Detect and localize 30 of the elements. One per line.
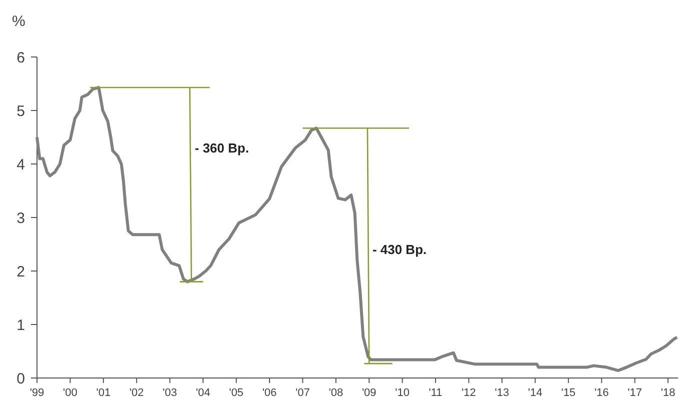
y-axis-title: %: [12, 13, 26, 30]
x-tick-label: '05: [229, 387, 244, 399]
annotation: - 430 Bp.: [372, 242, 427, 258]
x-tick-label: '11: [428, 387, 442, 399]
y-tick-label: 1: [16, 316, 25, 334]
y-tick-label: 5: [16, 102, 25, 120]
x-tick-label: '14: [528, 387, 542, 399]
x-tick-label: '01: [96, 387, 111, 399]
x-tick-label: '04: [196, 387, 210, 399]
x-tick-label: '17: [628, 387, 642, 399]
x-tick-label: '99: [30, 387, 44, 399]
y-tick-label: 6: [16, 49, 25, 66]
x-tick-label: '00: [63, 387, 78, 399]
y-tick-label: 2: [16, 263, 25, 280]
x-tick-label: '02: [129, 387, 144, 399]
x-tick-label: '06: [262, 387, 277, 399]
x-tick-label: '15: [561, 387, 576, 399]
y-tick-label: 0: [16, 370, 25, 388]
x-tick-label: '10: [395, 387, 410, 399]
x-tick-label: '03: [162, 387, 178, 399]
x-tick-label: '07: [296, 387, 310, 399]
y-tick-label: 3: [16, 210, 25, 227]
x-tick-label: '12: [462, 387, 476, 399]
x-tick-label: '08: [328, 387, 344, 399]
x-tick-label: '13: [494, 387, 510, 399]
x-tick-label: '09: [362, 387, 376, 399]
x-tick-label: '16: [594, 387, 609, 399]
x-tick-label: '18: [660, 387, 676, 399]
y-tick-label: 4: [16, 156, 25, 174]
annotation: - 360 Bp.: [194, 140, 249, 156]
